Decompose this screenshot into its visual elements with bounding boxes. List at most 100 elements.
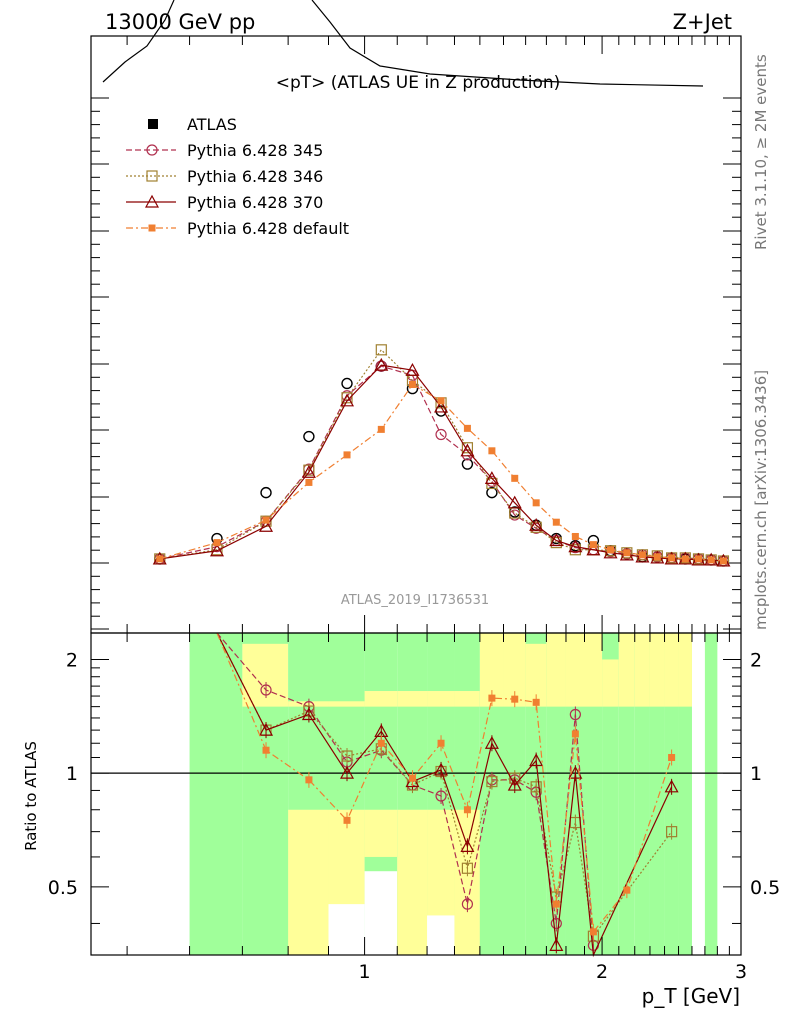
- ratio-ylabel: Ratio to ATLAS: [22, 741, 40, 851]
- white-gap: [328, 904, 365, 955]
- yellow-band-top: [503, 633, 526, 707]
- data-point: [507, 495, 522, 509]
- yellow-band-top: [479, 633, 504, 707]
- data-point: [552, 518, 560, 526]
- legend-item: Pythia 6.428 default: [126, 219, 349, 238]
- yellow-band-top: [328, 701, 365, 707]
- ratio-point: [484, 735, 499, 749]
- data-point: [463, 424, 471, 432]
- white-gap: [364, 871, 398, 955]
- green-band: [634, 633, 650, 955]
- data-point: [260, 486, 272, 499]
- ratio-uncertainty-bands: [189, 633, 718, 955]
- legend: ATLAS Pythia 6.428 345 Pythia 6.428 346 Pyt…: [126, 115, 349, 238]
- data-point: [305, 478, 313, 486]
- legend-marker: [146, 170, 158, 182]
- ratio-panel: [91, 632, 741, 958]
- yellow-band-top: [525, 643, 547, 707]
- ratio-point: [569, 708, 581, 721]
- data-point: [719, 557, 727, 565]
- data-point: [460, 443, 475, 457]
- data-point: [434, 399, 449, 413]
- legend-marker: [144, 194, 160, 208]
- data-point: [209, 543, 225, 557]
- legend-label: Pythia 6.428 345: [187, 141, 323, 160]
- data-point: [668, 554, 676, 562]
- yellow-band-top: [546, 633, 566, 707]
- yellow-band-top: [634, 633, 650, 707]
- ratio-point: [668, 754, 676, 762]
- ratio-point: [262, 746, 270, 754]
- header-right-label: Z+Jet: [673, 10, 732, 34]
- ratio-point: [623, 886, 631, 894]
- rivet-version-label: Rivet 3.1.10, ≥ 2M events: [752, 54, 770, 250]
- yellow-band-bottom: [454, 809, 480, 955]
- yellow-band-top: [454, 691, 480, 707]
- data-point: [259, 519, 274, 532]
- data-point: [571, 532, 579, 540]
- data-point: [303, 430, 315, 443]
- ratio-point: [463, 806, 471, 814]
- legend-marker: [146, 144, 158, 156]
- data-point: [405, 362, 420, 376]
- data-point: [653, 553, 661, 561]
- data-point: [262, 516, 270, 524]
- ratio-point: [507, 777, 522, 791]
- ratio-point: [460, 839, 475, 852]
- main-panel: [91, 0, 742, 633]
- x-tick-label: 3: [735, 961, 747, 983]
- data-point: [156, 555, 164, 563]
- legend-label: Pythia 6.428 default: [187, 219, 349, 238]
- data-point: [437, 397, 445, 405]
- data-point: [607, 546, 615, 554]
- data-point: [638, 551, 646, 559]
- yellow-band-top: [565, 633, 585, 707]
- ratio-point: [532, 698, 540, 706]
- ratio-point: [488, 694, 496, 702]
- legend-label: ATLAS: [187, 115, 237, 134]
- data-point: [374, 357, 389, 371]
- data-point: [377, 425, 385, 433]
- ratio-point: [589, 928, 597, 936]
- data-point: [589, 541, 597, 549]
- yellow-band-top: [602, 659, 619, 707]
- yellow-band-top: [678, 633, 692, 707]
- data-point: [529, 518, 544, 531]
- ratio-point: [435, 790, 447, 802]
- data-point: [301, 464, 316, 478]
- legend-item: ATLAS: [148, 115, 237, 134]
- main-title: <pT> (ATLAS UE in Z production): [276, 73, 561, 93]
- overflow-curve: [102, 0, 175, 83]
- ratio-point: [260, 684, 272, 696]
- green-band: [602, 633, 619, 955]
- yellow-band-top: [364, 691, 398, 707]
- white-gap: [427, 915, 455, 955]
- data-point: [623, 549, 631, 557]
- ratio-y-tick-label-right: 1: [750, 763, 762, 785]
- yellow-band-bottom: [397, 809, 428, 955]
- data-point: [375, 344, 387, 356]
- data-point: [694, 555, 702, 563]
- ratio-frame: [90, 632, 742, 956]
- yellow-band-bottom: [364, 809, 398, 857]
- ratio-point: [408, 774, 416, 782]
- ratio-point: [486, 775, 498, 788]
- green-band: [189, 633, 243, 955]
- legend-item: Pythia 6.428 370: [126, 193, 323, 212]
- data-point: [532, 499, 540, 507]
- ratio-point: [437, 739, 445, 747]
- ratio-point: [340, 765, 355, 779]
- header-left-label: 13000 GeV pp: [105, 10, 255, 34]
- ratio-point: [666, 826, 678, 838]
- legend-item: Pythia 6.428 346: [126, 167, 323, 186]
- legend-marker: [148, 224, 156, 232]
- yellow-band-bottom: [288, 809, 329, 955]
- yellow-band-top: [649, 633, 665, 707]
- data-point: [341, 392, 353, 404]
- series-line: [159, 348, 724, 562]
- data-point: [486, 486, 498, 499]
- ratio-point: [343, 816, 351, 824]
- series-line: [159, 364, 724, 562]
- ratio-y-tick-label-right: 2: [750, 649, 762, 671]
- ratio-point: [377, 739, 385, 747]
